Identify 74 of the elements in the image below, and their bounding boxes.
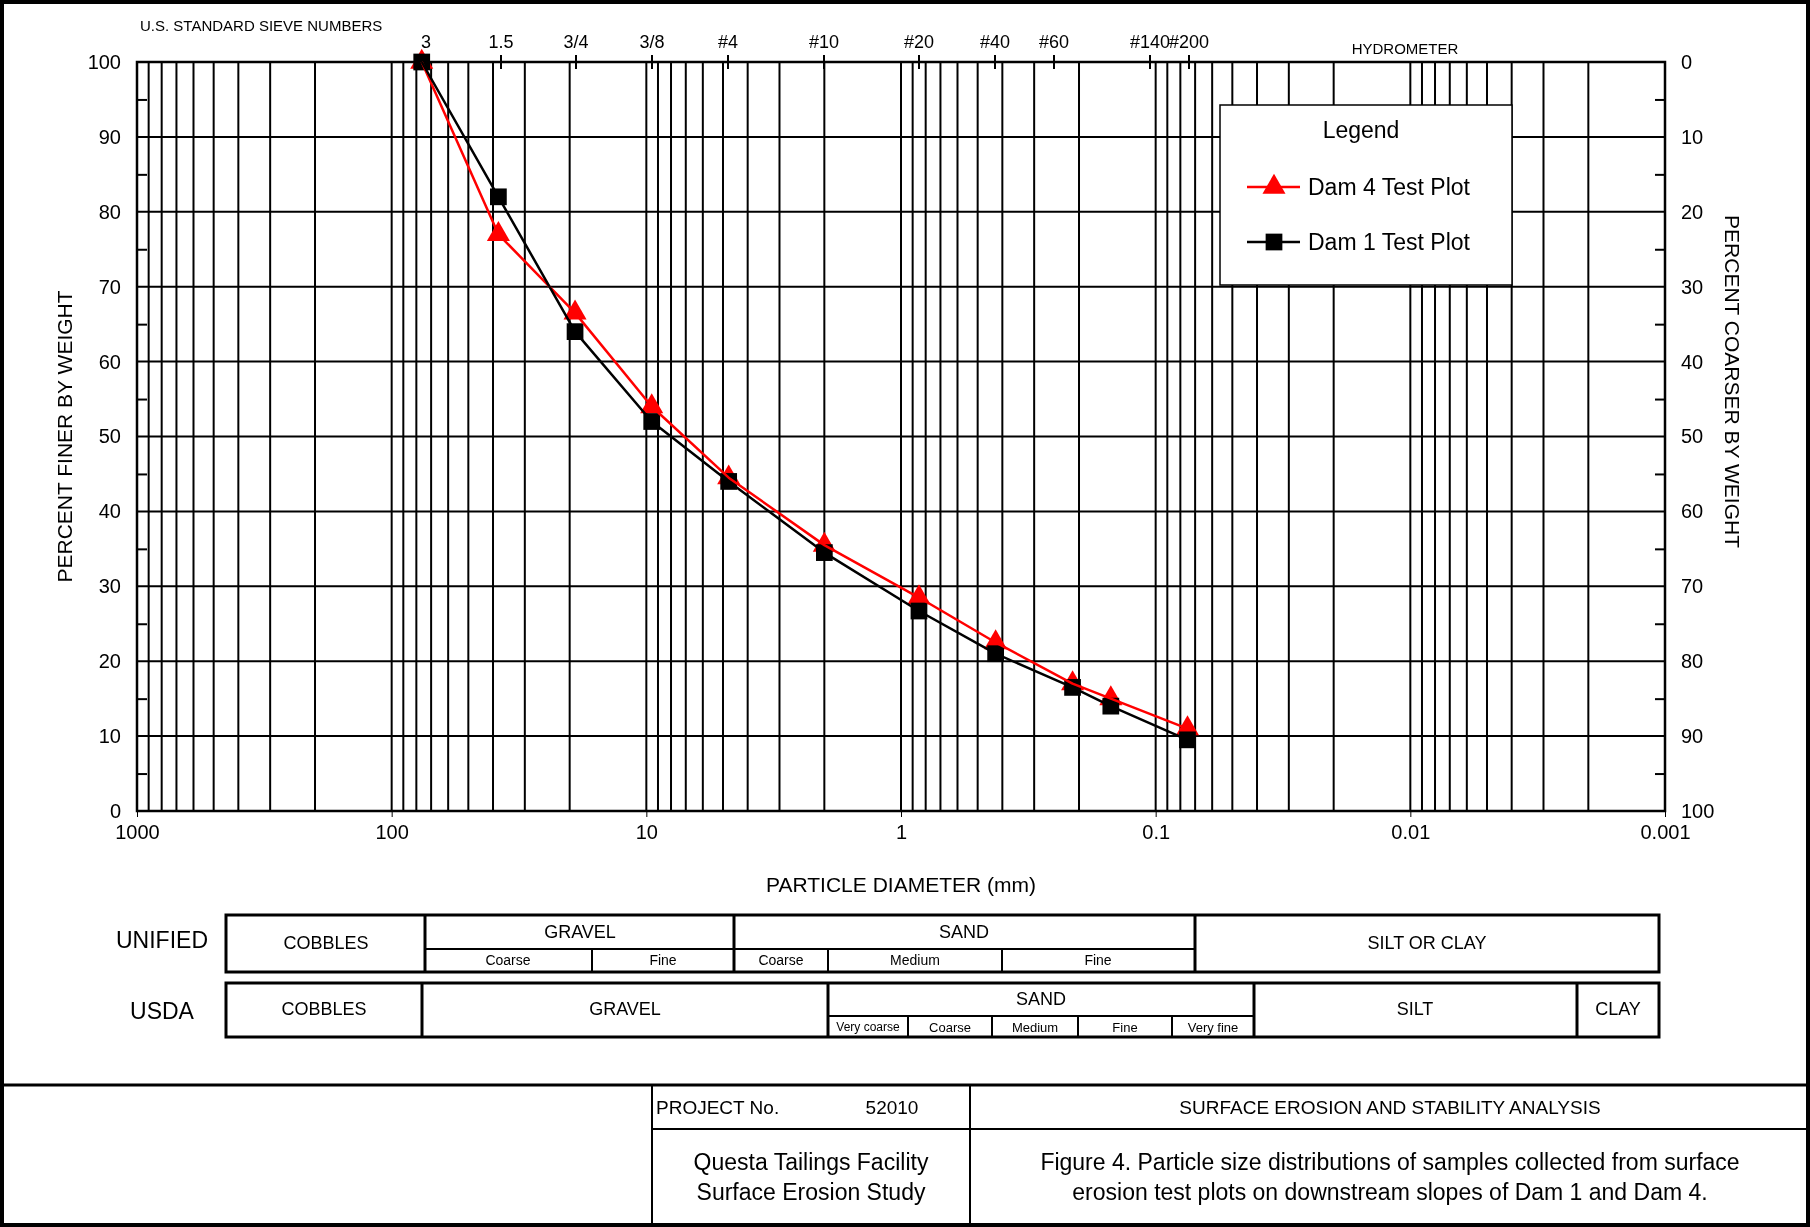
text: Coarse (929, 1019, 971, 1035)
y2-tick-label: 20 (1681, 200, 1704, 223)
text: Very fine (1187, 1019, 1239, 1035)
text: COBBLES (281, 999, 367, 1020)
text: 3/8 (639, 32, 665, 52)
text: GRAVEL (544, 922, 616, 943)
y-tick-label: 30 (98, 575, 121, 598)
text: USDA (130, 998, 195, 1025)
text: Very coarse (836, 1020, 900, 1035)
y-axis-title: PERCENT FINER BY WEIGHT (53, 290, 76, 583)
y-tick-label: 80 (98, 200, 121, 223)
y-tick-label: 40 (98, 500, 121, 523)
text: #40 (979, 32, 1011, 52)
y-tick-label: 60 (98, 350, 121, 373)
x-tick-label: 1 (895, 821, 908, 844)
caption: Figure 4. Particle size distributions of samples collected from surface erosion test plots on downstream slopes of Dam 1 and Dam 4. (1040, 1149, 1740, 1205)
text: #20 (903, 32, 935, 52)
text: SAND (938, 922, 990, 943)
text: UNIFIED (116, 927, 208, 954)
text: SILT (1396, 999, 1434, 1020)
x-tick-label: 0.1 (1142, 821, 1171, 844)
x-tick-label: 0.001 (1640, 821, 1691, 844)
legend-label: Dam 4 Test Plot (1308, 174, 1471, 200)
text: #200 (1168, 32, 1210, 52)
y2-tick-label: 100 (1681, 799, 1715, 822)
text: #140 (1129, 32, 1171, 52)
y2-tick-label: 80 (1681, 650, 1704, 673)
legend-title: Legend (1322, 117, 1400, 143)
text: #10 (808, 32, 840, 52)
text: #4 (717, 32, 739, 52)
text: Coarse (758, 951, 804, 968)
x-tick-label: 0.01 (1391, 821, 1431, 844)
y2-tick-label: 10 (1681, 125, 1704, 148)
y-tick-label: 90 (98, 125, 121, 148)
text: Questa Tailings Facility Surface Erosion Study (693, 1149, 929, 1205)
text: Medium (890, 951, 940, 968)
text: 3/4 (563, 32, 589, 52)
text: SAND (1015, 989, 1067, 1010)
y2-tick-label: 40 (1681, 350, 1704, 373)
text: 52010 (865, 1096, 919, 1118)
legend-label: Dam 1 Test Plot (1308, 229, 1471, 255)
text: #60 (1038, 32, 1070, 52)
text: Fine (649, 951, 677, 968)
x-tick-label: 1000 (115, 821, 160, 844)
y-tick-label: 20 (98, 650, 121, 673)
y2-tick-label: 90 (1681, 725, 1704, 747)
y2-tick-label: 60 (1681, 500, 1704, 523)
x-tick-label: 100 (375, 821, 409, 844)
text: CLAY (1595, 999, 1641, 1020)
text: 1.5 (488, 32, 514, 52)
y-tick-label: 10 (98, 725, 121, 747)
text: SILT OR CLAY (1367, 933, 1487, 954)
y2-tick-label: 70 (1681, 575, 1704, 598)
y2-axis-title: PERCENT COARSER BY WEIGHT (1721, 215, 1744, 549)
y2-tick-label: 0 (1681, 50, 1693, 73)
text: Coarse (485, 951, 531, 968)
y2-tick-label: 50 (1681, 425, 1704, 448)
text: 3 (420, 32, 432, 52)
text: HYDROMETER (1351, 40, 1459, 58)
x-axis-title: PARTICLE DIAMETER (mm) (766, 873, 1036, 896)
text: GRAVEL (589, 999, 661, 1020)
x-tick-label: 10 (635, 821, 658, 844)
text: PROJECT No. (656, 1096, 780, 1118)
y-tick-label: 100 (87, 50, 121, 73)
text: Fine (1112, 1019, 1138, 1035)
text: Fine (1084, 951, 1112, 968)
text: SURFACE EROSION AND STABILITY ANALYSIS (1179, 1096, 1601, 1118)
y-tick-label: 70 (98, 275, 121, 298)
y2-tick-label: 30 (1681, 275, 1704, 298)
text: U.S. STANDARD SIEVE NUMBERS (140, 17, 383, 35)
y-tick-label: 50 (98, 425, 121, 448)
text: COBBLES (283, 933, 369, 954)
text: Medium (1011, 1019, 1059, 1035)
y-tick-label: 0 (109, 799, 121, 822)
